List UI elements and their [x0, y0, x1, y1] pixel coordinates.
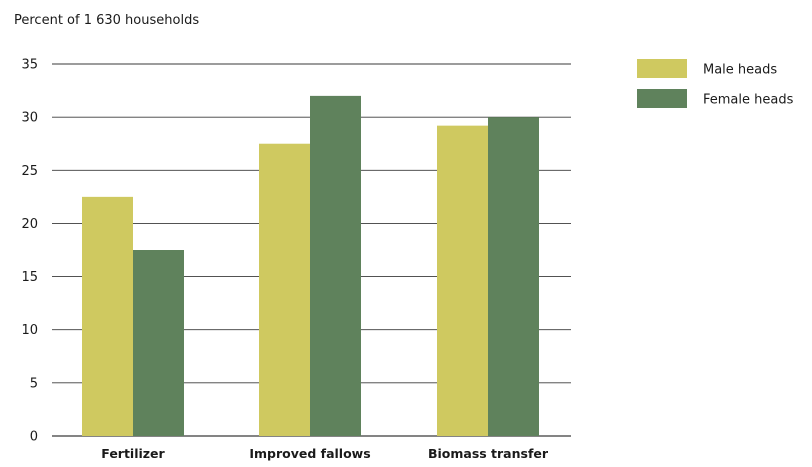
x-category-label: Biomass transfer: [428, 446, 549, 461]
bar: [437, 125, 488, 436]
bar: [259, 143, 310, 436]
y-tick-labels: 0 5 10 15 20 25 30 35: [21, 58, 38, 445]
bar: [310, 95, 361, 436]
y-tick-label: 15: [21, 270, 38, 285]
legend-swatch: [637, 59, 687, 78]
y-tick-label: 20: [21, 217, 38, 232]
x-category-labels: Fertilizer Improved fallows Biomass transf…: [101, 446, 549, 461]
bar: [133, 250, 184, 436]
y-tick-label: 30: [21, 111, 38, 126]
y-tick-label: 10: [21, 323, 38, 338]
legend: Male heads Female heads: [637, 59, 794, 108]
y-tick-label: 25: [21, 164, 38, 179]
y-axis-label: Percent of 1 630 households: [14, 13, 199, 28]
y-tick-label: 35: [21, 58, 38, 73]
x-category-label: Improved fallows: [249, 446, 370, 461]
bars: [82, 95, 539, 437]
legend-swatch: [637, 89, 687, 108]
legend-label: Male heads: [703, 63, 777, 78]
legend-label: Female heads: [703, 93, 794, 108]
y-tick-label: 0: [30, 430, 38, 445]
bar: [82, 196, 133, 436]
x-category-label: Fertilizer: [101, 446, 165, 461]
y-tick-label: 5: [30, 376, 38, 391]
bar: [488, 117, 539, 437]
